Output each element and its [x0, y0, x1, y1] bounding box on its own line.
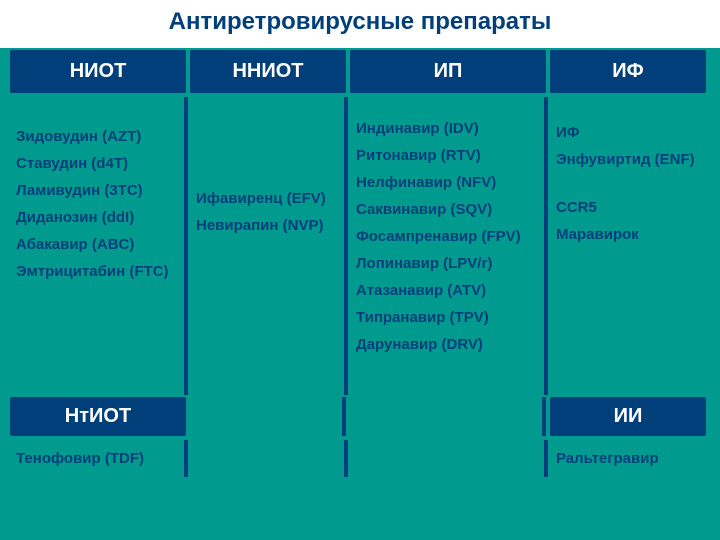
drug-item: Ставудин (d4T): [16, 152, 176, 176]
drug-item: Ритонавир (RTV): [356, 144, 536, 168]
drug-item: Нелфинавир (NFV): [356, 171, 536, 195]
sub-header-ii: ИИ: [550, 397, 706, 436]
drug-item: [556, 175, 700, 193]
empty-cell: [190, 397, 346, 436]
col-body-niot: Зидовудин (AZT) Ставудин (d4T) Ламивудин…: [8, 97, 188, 395]
empty-cell: [350, 397, 546, 436]
col-header-ip: ИП: [350, 50, 546, 93]
col-body-nniot: Ифавиренц (EFV) Невирапин (NVP): [188, 97, 348, 395]
drug-item: Индинавир (IDV): [356, 117, 536, 141]
drug-item: Саквинавир (SQV): [356, 198, 536, 222]
drug-item: Дарунавир (DRV): [356, 333, 536, 357]
col-header-niot: НИОТ: [10, 50, 186, 93]
drug-item: Невирапин (NVP): [196, 214, 336, 238]
drug-item: Лопинавир (LPV/r): [356, 252, 536, 276]
empty-cell: [188, 440, 348, 477]
drug-item: ИФ: [556, 121, 700, 145]
col-body-ip: Индинавир (IDV) Ритонавир (RTV) Нелфинав…: [348, 97, 548, 395]
body-row: Зидовудин (AZT) Ставудин (d4T) Ламивудин…: [0, 95, 720, 395]
col-header-if: ИФ: [550, 50, 706, 93]
foot-ntiot: Тенофовир (TDF): [8, 440, 188, 477]
drug-item: Эмтрицитабин (FTC): [16, 260, 176, 284]
drug-item: Атазанавир (ATV): [356, 279, 536, 303]
drug-item: Маравирок: [556, 223, 700, 247]
page-title: Антиретровирусные препараты: [0, 0, 720, 48]
header-row: НИОТ ННИОТ ИП ИФ: [0, 48, 720, 95]
drug-item: Фосампренавир (FPV): [356, 225, 536, 249]
foot-ii: Ральтегравир: [548, 440, 708, 477]
drug-item: Ламивудин (3TC): [16, 179, 176, 203]
drug-item: Ифавиренц (EFV): [196, 187, 336, 211]
empty-cell: [348, 440, 548, 477]
drug-item: Зидовудин (AZT): [16, 125, 176, 149]
col-body-if: ИФ Энфувиртид (ENF) CCR5 Маравирок: [548, 97, 708, 395]
sub-header-ntiot: НтИОТ: [10, 397, 186, 436]
drug-item: Диданозин (ddI): [16, 206, 176, 230]
drug-item: CCR5: [556, 196, 700, 220]
foot-row: Тенофовир (TDF) Ральтегравир: [0, 438, 720, 477]
drug-item: Абакавир (ABC): [16, 233, 176, 257]
drug-item: Типранавир (TPV): [356, 306, 536, 330]
sub-header-row: НтИОТ ИИ: [0, 395, 720, 438]
drug-item: Энфувиртид (ENF): [556, 148, 700, 172]
col-header-nniot: ННИОТ: [190, 50, 346, 93]
